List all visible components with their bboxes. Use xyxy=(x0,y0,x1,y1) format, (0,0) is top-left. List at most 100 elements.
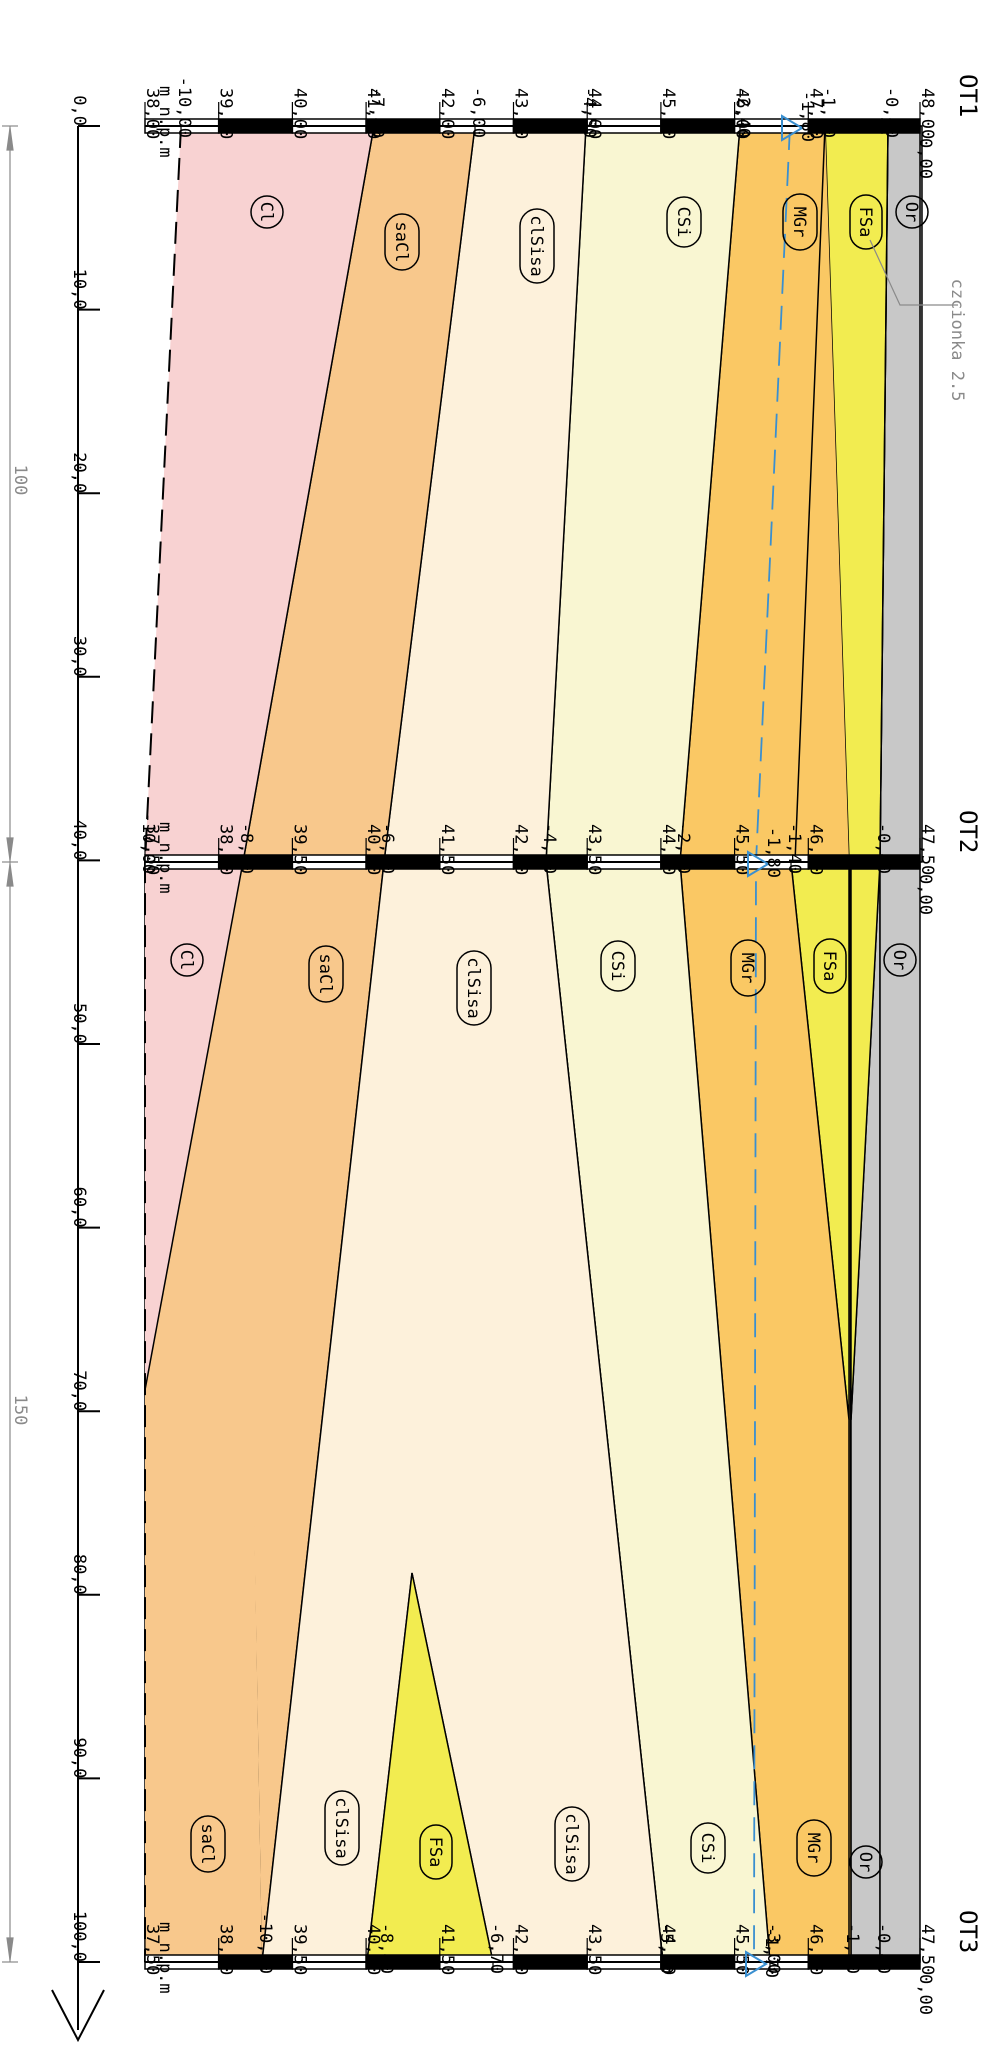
soil-label-csi: CSi xyxy=(666,196,702,248)
depth-label: -10,00 xyxy=(174,77,194,138)
depth-label: -2,80 xyxy=(673,823,693,874)
depth-label: -1,50 xyxy=(842,1923,862,1974)
soil-label-text: CSi xyxy=(673,207,693,238)
soil-label-frame xyxy=(554,1806,590,1882)
elevation-label: 43,00 xyxy=(511,88,531,139)
elevation-unit-label: m n.p.m xyxy=(155,1922,175,1994)
distance-label: 80,0 xyxy=(69,1554,89,1595)
soil-label-sacl: saCl xyxy=(384,213,420,271)
water-level-ot1: -1,80 xyxy=(781,91,817,142)
soil-label-sacl: saCl xyxy=(190,1815,226,1873)
borehole-columns: 38,00 39,00 40,00 41,00 42,00 43,00 44,00 45,00… xyxy=(138,74,982,2015)
soil-label-csi: CSi xyxy=(600,940,636,992)
distance-label: 10,0 xyxy=(69,269,89,310)
soil-label-text: CSi xyxy=(697,1833,717,1864)
soil-label-frame xyxy=(883,943,917,977)
soil-label-frame xyxy=(782,193,818,251)
soil-label-frame xyxy=(813,938,847,994)
layer-boundary xyxy=(144,861,244,1391)
soil-label-text: Or xyxy=(889,950,909,970)
depth-label: -6,00 xyxy=(468,87,488,138)
elevation-label: 39,50 xyxy=(289,824,309,875)
depth-label: -5,30 xyxy=(656,1923,676,1974)
borehole-ot3: 37,50 38,50 39,50 40,50 41,50 42,50 43,50 44,50… xyxy=(142,1910,982,2015)
depth-label: -8,40 xyxy=(376,1923,396,1974)
water-level-label: -1,80 xyxy=(763,827,783,878)
depth-label: -0,40 xyxy=(873,1923,893,1974)
elevation-label: 43,50 xyxy=(584,1924,604,1975)
soil-label-or: Or xyxy=(895,195,929,229)
soil-labels: Or FSa MGr CSi clSisa saCl Cl Or FSa MGr CSi clSisa… xyxy=(170,193,929,1882)
water-level-ot3: -1,70 xyxy=(745,1927,781,1978)
elevation-label: 40,50 xyxy=(363,1924,383,1975)
soil-label-frame xyxy=(170,943,204,977)
soil-label-frame xyxy=(666,196,702,248)
layer-boundary xyxy=(242,125,375,863)
elevation-label: 37,50 xyxy=(142,824,162,875)
soil-label-frame xyxy=(600,940,636,992)
water-level-icon xyxy=(781,114,804,142)
soil-label-text: saCl xyxy=(391,222,411,263)
soil-label-text: CSi xyxy=(607,951,627,982)
soil-label-text: MGr xyxy=(789,207,809,238)
elevation-label: 43,50 xyxy=(584,824,604,875)
distance-label: 60,0 xyxy=(69,1187,89,1228)
borehole-name: OT1 xyxy=(954,74,982,117)
elevation-label: 40,00 xyxy=(289,88,309,139)
elevation-label: 38,50 xyxy=(216,1924,236,1975)
water-level-icon xyxy=(747,850,770,878)
soil-label-clsisa: clSisa xyxy=(324,1790,360,1866)
distance-label: 100,0 xyxy=(69,1911,89,1962)
soil-label-sacl: saCl xyxy=(308,945,344,1003)
soil-label-or: Or xyxy=(849,1845,883,1879)
soil-label-fsa: FSa xyxy=(849,194,883,250)
water-level-label: -1,80 xyxy=(797,91,817,142)
distance-label: 90,0 xyxy=(69,1737,89,1778)
depth-label: -0,40 xyxy=(881,87,901,138)
soil-label-text: FSa xyxy=(855,207,875,238)
layer-or xyxy=(879,125,921,1963)
soil-label-frame xyxy=(690,1822,726,1874)
elevation-label: 41,50 xyxy=(437,1924,457,1975)
soil-label-frame xyxy=(730,939,766,997)
distance-label: 30,0 xyxy=(69,636,89,677)
dimension-arrow xyxy=(6,863,14,887)
borehole-name: OT2 xyxy=(954,810,982,853)
soil-layers-clean xyxy=(144,125,921,1963)
elevation-unit-label: m n.p.m xyxy=(155,822,175,894)
depth-label: -1,40 xyxy=(784,823,804,874)
water-level-markers: -1,80 -1,80 -1,70 xyxy=(745,91,817,1978)
soil-label-frame xyxy=(519,208,555,284)
soil-label-text: MGr xyxy=(803,1833,823,1864)
elevation-label: 42,00 xyxy=(437,88,457,139)
dimension-arrow xyxy=(6,837,14,861)
depth-label: -6,80 xyxy=(377,823,397,874)
soil-label-frame xyxy=(796,1819,832,1877)
elevation-label: 37,50 xyxy=(142,1924,162,1975)
soil-label-text: clSisa xyxy=(526,215,546,276)
dimension-label-100: 100 xyxy=(10,465,30,496)
elevation-label: 45,50 xyxy=(732,824,752,875)
elevation-label: 42,50 xyxy=(511,1924,531,1975)
soil-label-clsisa: clSisa xyxy=(519,208,555,284)
soil-label-text: MGr xyxy=(737,953,757,984)
elevation-label: 46,50 xyxy=(805,824,825,875)
top-surface-line xyxy=(879,125,889,863)
borehole-top-depth: 0,00 xyxy=(915,1974,935,2015)
depth-label: -6,70 xyxy=(486,1923,506,1974)
borehole-top-depth: 0,00 xyxy=(915,874,935,915)
water-level-icon xyxy=(745,1950,768,1978)
depth-label: -4,60 xyxy=(539,823,559,874)
elevation-label: 47,50 xyxy=(917,1924,937,1975)
distance-label: 20,0 xyxy=(69,452,89,493)
borehole-ot1: 38,00 39,00 40,00 41,00 42,00 43,00 44,00 45,00… xyxy=(142,74,982,179)
soil-label-mgr: MGr xyxy=(730,939,766,997)
soil-label-frame xyxy=(849,1845,883,1879)
soil-label-text: clSisa xyxy=(331,1797,351,1858)
soil-label-text: FSa xyxy=(425,1837,445,1868)
soil-label-frame xyxy=(419,1824,453,1880)
depth-label: -1,20 xyxy=(818,87,838,138)
depth-label: -7,40 xyxy=(367,87,387,138)
soil-label-text: Or xyxy=(901,202,921,222)
